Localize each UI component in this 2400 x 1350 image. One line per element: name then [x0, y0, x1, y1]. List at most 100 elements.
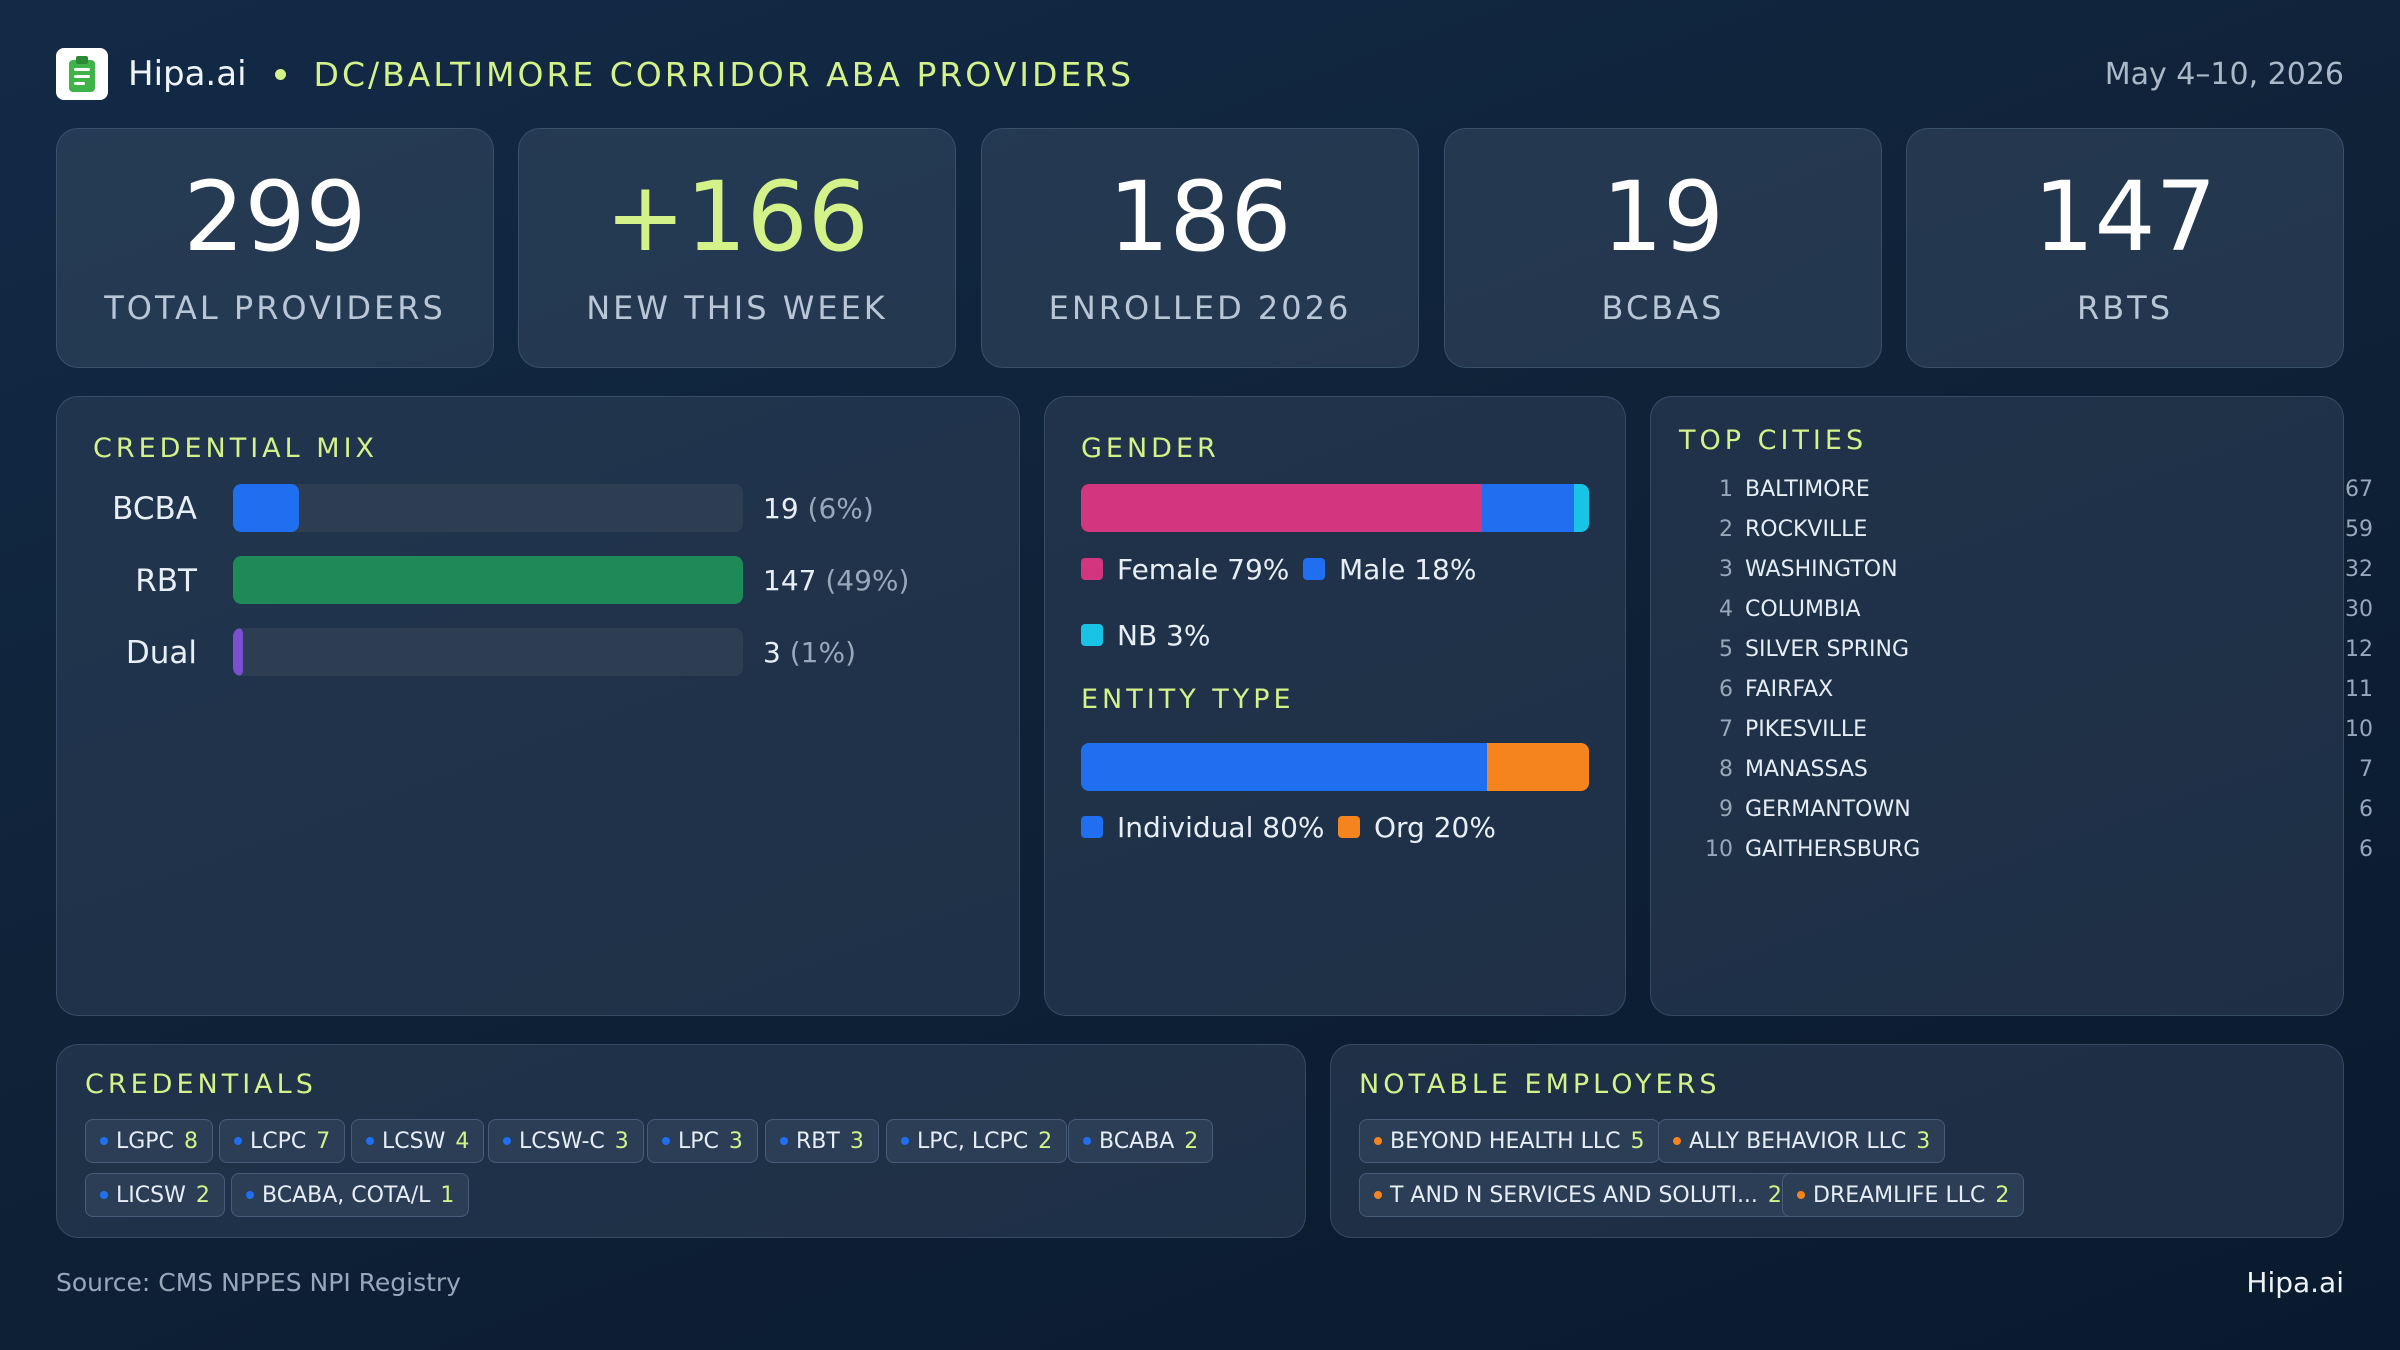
- kpi-value: 299: [183, 161, 367, 273]
- city-list: 1 BALTIMORE 67 2 ROCKVILLE 59 3 WASHINGTON 32 …: [1679, 477, 2373, 897]
- credential-chip: LCSW-C 3: [488, 1119, 644, 1163]
- employers-panel: NOTABLE EMPLOYERS BEYOND HEALTH LLC 5 ALL…: [1330, 1044, 2344, 1238]
- chip-dot: [1083, 1137, 1091, 1145]
- legend-swatch: [1081, 816, 1103, 838]
- credential-chip: LPC, LCPC 2: [886, 1119, 1068, 1163]
- chip-dot: [662, 1137, 670, 1145]
- list-item: 5 SILVER SPRING 12: [1719, 637, 2373, 662]
- chip-dot: [780, 1137, 788, 1145]
- credential-name: Dual: [125, 635, 197, 671]
- chip-dot: [901, 1137, 909, 1145]
- chip-dot: [503, 1137, 511, 1145]
- bar-segment-female: [1081, 484, 1483, 532]
- kpi-value: +166: [605, 161, 869, 273]
- list-item: 8 MANASSAS 7: [1719, 757, 2373, 782]
- legend-swatch: [1081, 624, 1103, 646]
- date-range: May 4–10, 2026: [2104, 56, 2344, 92]
- bar-segment-male: [1482, 484, 1574, 532]
- kpi-label: RBTS: [2076, 289, 2174, 327]
- clipboard-icon: [56, 48, 108, 100]
- credential-chip: LPC 3: [647, 1119, 758, 1163]
- list-item: 3 WASHINGTON 32: [1719, 557, 2373, 582]
- kpi-rbts: 147 RBTS: [1906, 128, 2344, 368]
- panel-title: NOTABLE EMPLOYERS: [1359, 1069, 1721, 1100]
- legend-swatch: [1303, 558, 1325, 580]
- bar-track: [233, 628, 743, 676]
- panel-title: CREDENTIALS: [85, 1069, 317, 1100]
- footer-brand: Hipa.ai: [2246, 1266, 2344, 1299]
- gender-stacked-bar: [1081, 484, 1589, 532]
- employer-chip: T AND N SERVICES AND SOLUTI... 2: [1359, 1173, 1797, 1217]
- bar-rbt: [233, 556, 743, 604]
- header: Hipa.ai DC/BALTIMORE CORRIDOR ABA PROVID…: [56, 46, 2344, 102]
- bar-track: [233, 556, 743, 604]
- kpi-enrolled-2026: 186 ENROLLED 2026: [981, 128, 1419, 368]
- credential-row-dual: Dual 3 (1%): [57, 628, 1017, 678]
- chip-dot: [366, 1137, 374, 1145]
- bar-track: [233, 484, 743, 532]
- chip-dot: [1374, 1137, 1382, 1145]
- list-item: 9 GERMANTOWN 6: [1719, 797, 2373, 822]
- credential-name: BCBA: [112, 491, 197, 527]
- kpi-label: BCBAS: [1601, 289, 1725, 327]
- legend-org: Org 20%: [1338, 809, 1496, 845]
- legend-individual: Individual 80%: [1081, 809, 1325, 845]
- page-title: DC/BALTIMORE CORRIDOR ABA PROVIDERS: [313, 54, 1135, 94]
- legend-male: Male 18%: [1303, 551, 1476, 587]
- kpi-value: 147: [2033, 161, 2217, 273]
- top-cities-panel: TOP CITIES 1 BALTIMORE 67 2 ROCKVILLE 59 3 WA…: [1650, 396, 2373, 1016]
- credential-chip: LCPC 7: [219, 1119, 346, 1163]
- credential-chip: BCABA 2: [1068, 1119, 1214, 1163]
- panel-title: ENTITY TYPE: [1081, 684, 1295, 715]
- bar-segment-individual: [1081, 743, 1488, 791]
- chip-dot: [1797, 1191, 1805, 1199]
- chip-dot: [100, 1191, 108, 1199]
- credential-row-rbt: RBT 147 (49%): [57, 556, 1017, 606]
- credential-chip: LGPC 8: [85, 1119, 213, 1163]
- employer-chip: BEYOND HEALTH LLC 5: [1359, 1119, 1660, 1163]
- bar-data-label: 19 (6%): [763, 492, 874, 525]
- separator-dot: [274, 68, 286, 80]
- chip-dot: [100, 1137, 108, 1145]
- source-note: Source: CMS NPPES NPI Registry: [56, 1268, 461, 1297]
- credentials-panel: CREDENTIALS LGPC 8 LCPC 7 LCSW 4 LCSW-C 3 LP…: [56, 1044, 1306, 1238]
- kpi-value: 19: [1601, 161, 1725, 273]
- credential-name: RBT: [135, 563, 197, 599]
- bar-bcba: [233, 484, 299, 532]
- legend-female: Female 79%: [1081, 551, 1289, 587]
- credential-row-bcba: BCBA 19 (6%): [57, 484, 1017, 534]
- bar-segment-nb: [1573, 484, 1589, 532]
- list-item: 7 PIKESVILLE 10: [1719, 717, 2373, 742]
- credential-mix-panel: CREDENTIAL MIX BCBA 19 (6%) RBT 147 (49%…: [56, 396, 1020, 1016]
- chip-dot: [246, 1191, 254, 1199]
- credential-chip: BCABA, COTA/L 1: [231, 1173, 470, 1217]
- kpi-bcbas: 19 BCBAS: [1444, 128, 1882, 368]
- list-item: 6 FAIRFAX 11: [1719, 677, 2373, 702]
- panel-title: CREDENTIAL MIX: [93, 433, 379, 464]
- chip-dot: [234, 1137, 242, 1145]
- bar-dual: [233, 628, 244, 676]
- brand-name: Hipa.ai: [128, 54, 247, 94]
- entity-stacked-bar: [1081, 743, 1589, 791]
- employer-chip: ALLY BEHAVIOR LLC 3: [1658, 1119, 1946, 1163]
- credential-chip: LICSW 2: [85, 1173, 225, 1217]
- kpi-label: NEW THIS WEEK: [586, 289, 888, 327]
- credential-chip: LCSW 4: [351, 1119, 485, 1163]
- bar-segment-org: [1487, 743, 1589, 791]
- panel-title: TOP CITIES: [1679, 425, 1868, 456]
- legend-swatch: [1338, 816, 1360, 838]
- kpi-new-this-week: +166 NEW THIS WEEK: [518, 128, 956, 368]
- list-item: 4 COLUMBIA 30: [1719, 597, 2373, 622]
- employer-chip: DREAMLIFE LLC 2: [1782, 1173, 2025, 1217]
- chip-dot: [1374, 1191, 1382, 1199]
- chip-dot: [1673, 1137, 1681, 1145]
- legend-nb: NB 3%: [1081, 617, 1210, 653]
- bar-data-label: 3 (1%): [763, 636, 857, 669]
- list-item: 2 ROCKVILLE 59: [1719, 517, 2373, 542]
- panel-title: GENDER: [1081, 433, 1220, 464]
- kpi-total-providers: 299 TOTAL PROVIDERS: [56, 128, 494, 368]
- gender-entity-panel: GENDER Female 79% Male 18% NB 3% ENTITY …: [1044, 396, 1626, 1016]
- credential-chip: RBT 3: [765, 1119, 879, 1163]
- kpi-label: TOTAL PROVIDERS: [104, 289, 446, 327]
- kpi-label: ENROLLED 2026: [1048, 289, 1352, 327]
